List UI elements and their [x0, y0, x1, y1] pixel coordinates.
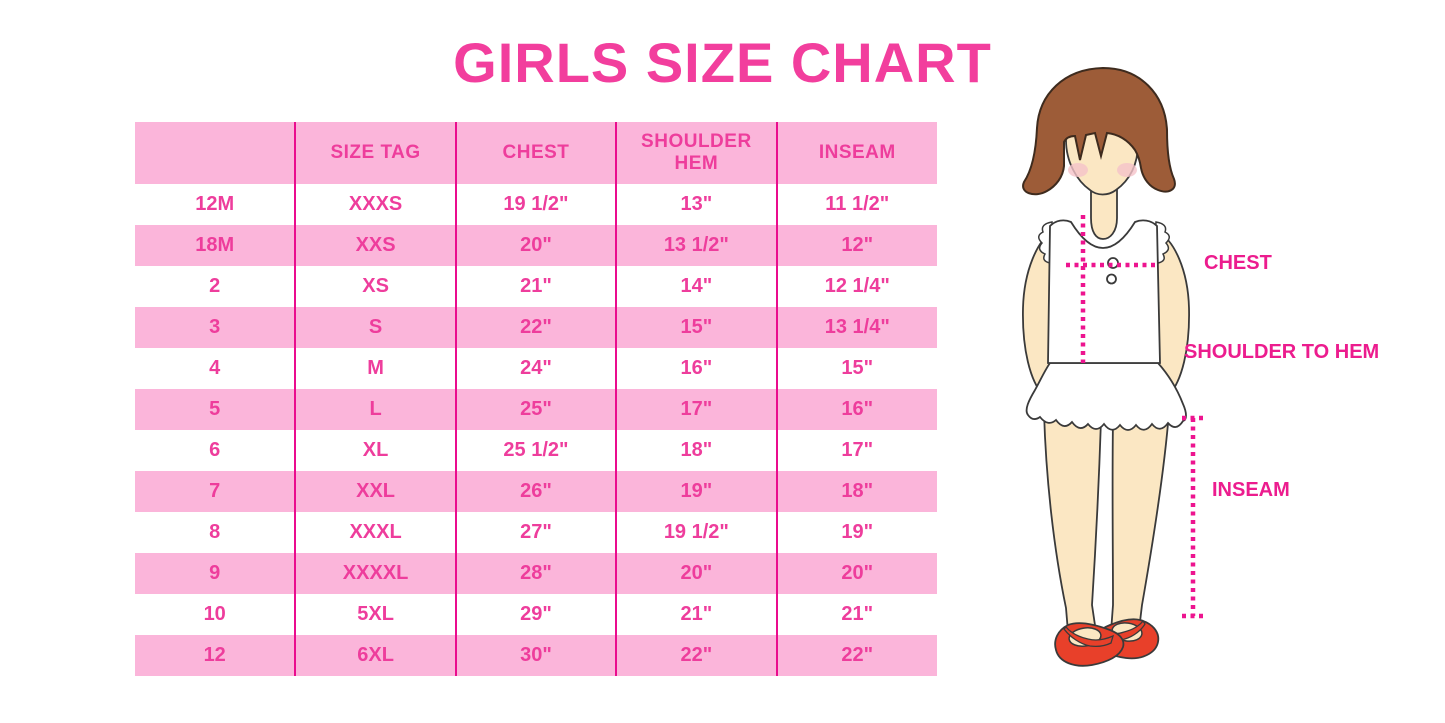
table-cell: XL [294, 430, 456, 471]
table-cell: 18M [135, 225, 296, 266]
table-cell: 6 [209, 439, 221, 461]
table-cell: XXXXL [294, 553, 456, 594]
table-cell: 13" [615, 184, 777, 225]
table-cell: 15" [615, 307, 777, 348]
table-cell: 22" [615, 635, 777, 676]
column-header: INSEAM [775, 122, 937, 184]
table-row: 2 XS 21" 14" 12 1/4" [135, 266, 937, 307]
table-cell: XXS [294, 225, 456, 266]
table-cell: 30" [454, 635, 617, 676]
table-cell: 21" [775, 594, 937, 635]
girl-top [1047, 219, 1161, 364]
table-cell: 18" [615, 430, 777, 471]
table-cell: 12 [135, 635, 296, 676]
table-cell: 29" [454, 594, 617, 635]
table-cell: L [294, 389, 456, 430]
table-cell: 12M [195, 193, 235, 215]
table-cell: 25" [454, 389, 617, 430]
table-cell: 19" [615, 471, 777, 512]
table-row: 6 XL 25 1/2" 18" 17" [135, 430, 937, 471]
table-cell: 19" [775, 512, 937, 553]
table-cell: 26" [454, 471, 617, 512]
header-row: SIZE TAG CHEST SHOULDER HEM INSEAM [135, 122, 937, 184]
table-row: 9 XXXXL 28" 20" 20" [135, 553, 937, 594]
table-row: 18M XXS 20" 13 1/2" 12" [135, 225, 937, 266]
table-cell: 15" [775, 348, 937, 389]
table-row: 10 5XL 29" 21" 21" [135, 594, 937, 635]
page-title: GIRLS SIZE CHART [453, 31, 992, 94]
table-cell: 19 1/2" [615, 512, 777, 553]
table-cell: 20" [454, 225, 617, 266]
table-row: 7 XXL 26" 19" 18" [135, 471, 937, 512]
table-cell: M [294, 348, 456, 389]
table-row: 12 6XL 30" 22" 22" [135, 635, 937, 676]
table-cell: 20" [615, 553, 777, 594]
table-cell: 22" [775, 635, 937, 676]
girl-button-bottom [1106, 273, 1117, 285]
table-cell: 24" [454, 348, 617, 389]
table-cell: 8 [209, 521, 221, 543]
table-cell: XS [294, 266, 456, 307]
table-cell: 17" [775, 430, 937, 471]
girl-hair [1022, 66, 1176, 196]
column-header: SHOULDER HEM [615, 122, 777, 184]
table-cell: 25 1/2" [454, 430, 617, 471]
girl-blush-left [1068, 163, 1088, 177]
girl-left-leg [1043, 410, 1102, 633]
table-cell: 5XL [294, 594, 456, 635]
table-cell: 2 [209, 275, 221, 297]
table-cell: 13 1/4" [775, 307, 937, 348]
table-cell: 18" [775, 471, 937, 512]
girl-skirt [1025, 362, 1187, 431]
table-cell: 7 [135, 471, 296, 512]
table-row: 5 L 25" 17" 16" [135, 389, 937, 430]
girl-illustration [1022, 66, 1203, 667]
size-chart-table: SIZE TAG CHEST SHOULDER HEM INSEAM 12M XXXS 19… [135, 122, 937, 676]
table-cell: 6XL [294, 635, 456, 676]
table-cell: 14" [615, 266, 777, 307]
column-header [135, 122, 296, 184]
table-cell: 11 1/2" [775, 184, 937, 225]
chest-label: CHEST [1204, 252, 1272, 274]
table-cell: 9 [135, 553, 296, 594]
girl-right-leg [1110, 410, 1170, 633]
table-cell: 28" [454, 553, 617, 594]
table-cell: 5 [135, 389, 296, 430]
table-cell: S [294, 307, 456, 348]
table-cell: 20" [775, 553, 937, 594]
table-cell: 27" [454, 512, 617, 553]
table-cell: 13 1/2" [615, 225, 777, 266]
table-cell: 17" [615, 389, 777, 430]
table-cell: 10 [203, 603, 226, 625]
table-cell: 16" [775, 389, 937, 430]
girl-blush-right [1117, 163, 1137, 177]
table-cell: XXL [294, 471, 456, 512]
inseam-label: INSEAM [1212, 479, 1290, 501]
table-cell: XXXS [294, 184, 456, 225]
table-row: 12M XXXS 19 1/2" 13" 11 1/2" [135, 184, 937, 225]
table-cell: 4 [209, 357, 221, 379]
shoulder-to-hem-label: SHOULDER TO HEM [1184, 341, 1380, 363]
table-row: 8 XXXL 27" 19 1/2" 19" [135, 512, 937, 553]
table-cell: 22" [454, 307, 617, 348]
column-header: SIZE TAG [294, 122, 456, 184]
column-header: CHEST [454, 122, 617, 184]
table-cell: 12" [775, 225, 937, 266]
table-row: 4 M 24" 16" 15" [135, 348, 937, 389]
table-cell: 21" [454, 266, 617, 307]
girl-shoes [1054, 618, 1160, 667]
table-row: 3 S 22" 15" 13 1/4" [135, 307, 937, 348]
table-cell: 16" [615, 348, 777, 389]
table-cell: 19 1/2" [454, 184, 617, 225]
table-cell: 12 1/4" [775, 266, 937, 307]
measurement-lines [1066, 215, 1203, 619]
table-cell: XXXL [294, 512, 456, 553]
table-cell: 21" [615, 594, 777, 635]
table-cell: 3 [135, 307, 296, 348]
